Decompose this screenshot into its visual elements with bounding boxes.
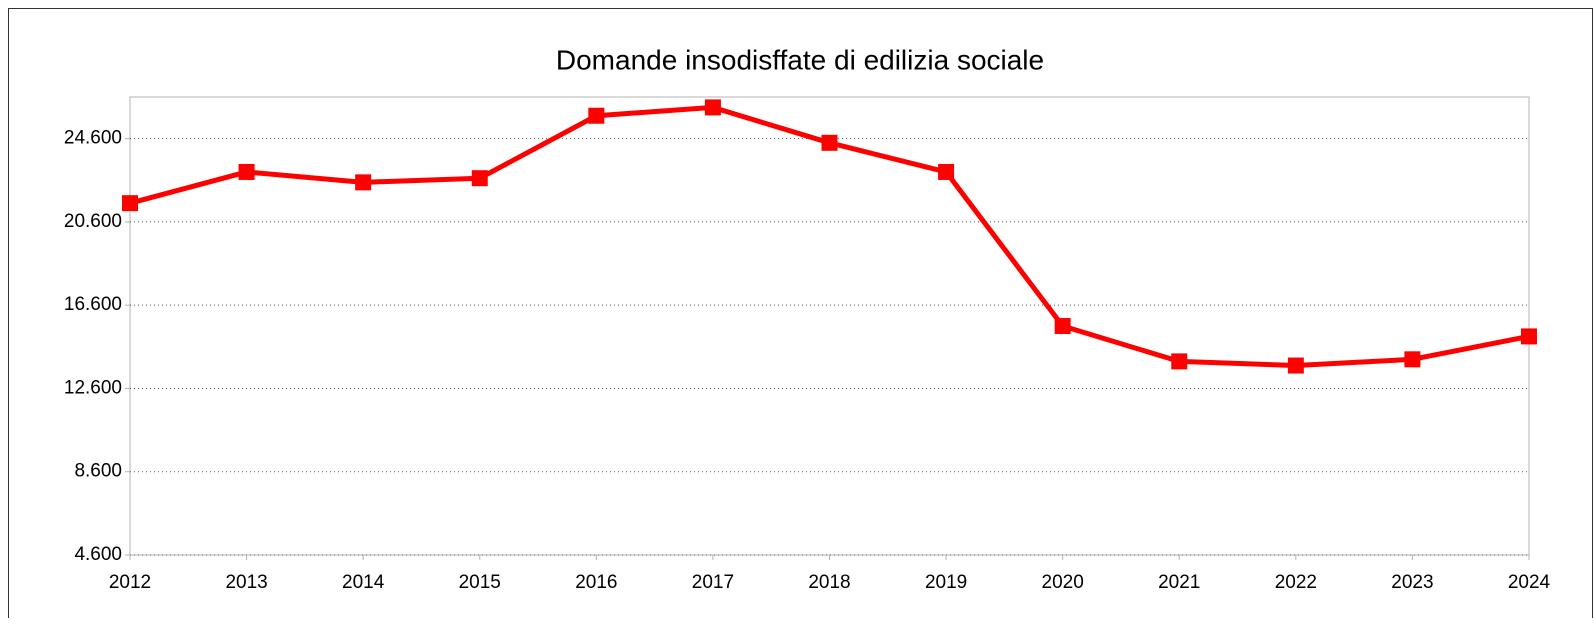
y-tick-label: 16.600 [64, 294, 122, 315]
point-marker [1054, 318, 1071, 334]
y-tick-label: 8.600 [74, 461, 122, 482]
x-tick-label: 2021 [1158, 572, 1200, 593]
point-marker [588, 107, 605, 124]
point-marker [938, 163, 955, 180]
point-marker [1171, 353, 1188, 370]
point-marker [704, 99, 721, 116]
point-marker [355, 174, 372, 191]
chart-border [8, 8, 1593, 623]
y-tick-label: 24.600 [64, 128, 122, 149]
point-marker [471, 170, 488, 187]
y-tick-label: 4.600 [74, 544, 122, 565]
chart-title: Domande insodisffate di edilizia sociale [556, 44, 1044, 75]
x-tick-label: 2012 [109, 572, 151, 593]
point-marker [821, 134, 838, 151]
y-tick-label: 20.600 [64, 211, 122, 232]
x-tick-label: 2017 [692, 572, 734, 593]
x-tick-label: 2023 [1391, 572, 1433, 593]
y-tick-label: 12.600 [64, 377, 122, 398]
x-tick-label: 2024 [1508, 572, 1551, 593]
point-marker [1521, 328, 1537, 345]
x-tick-label: 2019 [925, 572, 967, 593]
x-tick-label: 2020 [1042, 572, 1084, 593]
x-tick-label: 2018 [808, 572, 850, 593]
x-tick-label: 2014 [342, 572, 385, 593]
point-marker [238, 163, 255, 180]
x-tick-label: 2016 [575, 572, 617, 593]
x-tick-label: 2013 [225, 572, 267, 593]
x-tick-label: 2015 [459, 572, 501, 593]
point-marker [122, 195, 138, 212]
x-tick-label: 2022 [1275, 572, 1317, 593]
point-marker [1287, 357, 1304, 374]
point-marker [1404, 351, 1421, 368]
